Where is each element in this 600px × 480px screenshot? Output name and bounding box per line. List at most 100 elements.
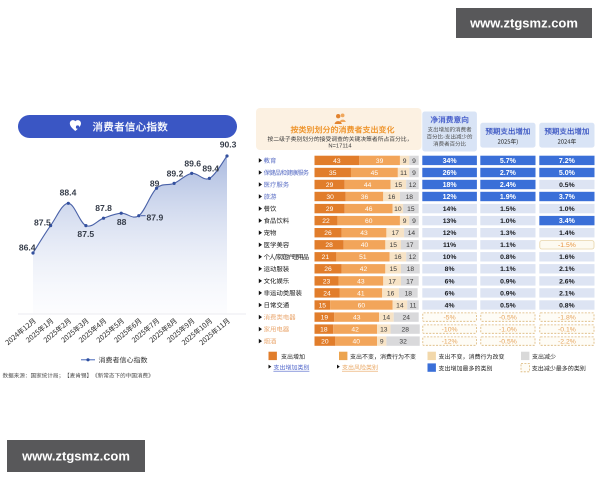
svg-text:5.7%: 5.7% (500, 158, 517, 165)
svg-text:18: 18 (406, 194, 414, 201)
svg-text:2.7%: 2.7% (500, 170, 517, 177)
svg-text:18%: 18% (443, 182, 458, 189)
svg-text:19: 19 (321, 315, 329, 322)
svg-text:0.9%: 0.9% (500, 278, 516, 285)
svg-text:9: 9 (380, 339, 384, 346)
svg-text:13: 13 (380, 327, 388, 334)
svg-text:9: 9 (412, 158, 416, 165)
svg-text:40: 40 (352, 339, 360, 346)
svg-text:16: 16 (394, 254, 402, 261)
svg-text:12: 12 (409, 254, 417, 261)
svg-text:www.ztgsmz.com: www.ztgsmz.com (21, 449, 130, 464)
svg-text:5.0%: 5.0% (559, 170, 576, 177)
svg-text:29: 29 (326, 206, 334, 213)
svg-text:24: 24 (402, 315, 410, 322)
svg-text:16: 16 (388, 194, 396, 201)
svg-text:86.4: 86.4 (19, 243, 36, 253)
svg-text:-10%: -10% (442, 327, 458, 334)
svg-text:1.1%: 1.1% (500, 242, 516, 249)
svg-text:17: 17 (406, 278, 414, 285)
svg-text:17: 17 (392, 230, 400, 237)
svg-text:1.1%: 1.1% (500, 266, 516, 273)
svg-text:2.1%: 2.1% (559, 290, 575, 297)
svg-text:36: 36 (361, 194, 369, 201)
svg-text:45: 45 (371, 170, 379, 177)
svg-text:10%: 10% (443, 254, 457, 261)
svg-text:9: 9 (412, 170, 416, 177)
svg-text:14: 14 (383, 315, 391, 322)
svg-text:-12%: -12% (442, 339, 458, 346)
svg-text:88.4: 88.4 (60, 188, 77, 198)
svg-text:0.8%: 0.8% (559, 302, 575, 309)
svg-text:15: 15 (389, 266, 397, 273)
svg-text:0.5%: 0.5% (500, 302, 516, 309)
svg-text:15: 15 (395, 182, 403, 189)
svg-text:51: 51 (359, 254, 367, 261)
svg-text:17: 17 (388, 278, 396, 285)
svg-text:87.5: 87.5 (34, 218, 51, 228)
svg-text:88: 88 (117, 217, 127, 227)
svg-text:2.4%: 2.4% (500, 182, 517, 189)
svg-text:87.8: 87.8 (95, 203, 112, 213)
svg-text:9: 9 (403, 158, 407, 165)
svg-text:43: 43 (353, 315, 361, 322)
svg-text:26: 26 (324, 266, 332, 273)
svg-text:15: 15 (319, 302, 327, 309)
svg-text:15: 15 (389, 242, 397, 249)
svg-text:-1.8%: -1.8% (558, 315, 576, 322)
svg-text:-0.5%: -0.5% (499, 339, 517, 346)
svg-text:41: 41 (357, 290, 365, 297)
svg-text:22: 22 (322, 218, 330, 225)
svg-text:1.3%: 1.3% (500, 230, 516, 237)
svg-text:89.6: 89.6 (184, 159, 201, 169)
svg-text:14%: 14% (443, 206, 457, 213)
svg-text:18: 18 (405, 290, 413, 297)
svg-text:N=17114: N=17114 (328, 143, 352, 149)
svg-text:7.2%: 7.2% (559, 158, 576, 165)
svg-text:43: 43 (333, 158, 341, 165)
svg-text:11%: 11% (443, 242, 456, 249)
svg-text:26%: 26% (443, 170, 458, 177)
svg-text:30: 30 (326, 194, 334, 201)
svg-text:12%: 12% (443, 230, 457, 237)
svg-text:87.5: 87.5 (77, 229, 94, 239)
svg-text:24: 24 (323, 290, 331, 297)
svg-text:89.4: 89.4 (202, 163, 219, 173)
svg-text:-1.0%: -1.0% (499, 327, 517, 334)
svg-text:2.1%: 2.1% (559, 266, 575, 273)
svg-text:1.4%: 1.4% (559, 230, 575, 237)
svg-text:16: 16 (387, 290, 395, 297)
svg-text:42: 42 (351, 327, 359, 334)
svg-text:1.0%: 1.0% (559, 206, 575, 213)
svg-text:6%: 6% (445, 278, 455, 285)
svg-text:60: 60 (358, 302, 366, 309)
svg-text:www.ztgsmz.com: www.ztgsmz.com (469, 16, 578, 31)
svg-text:3.4%: 3.4% (559, 218, 576, 225)
svg-text:43: 43 (357, 278, 365, 285)
svg-text:23: 23 (323, 278, 331, 285)
svg-text:44: 44 (364, 182, 372, 189)
svg-text:21: 21 (322, 254, 330, 261)
svg-text:6%: 6% (445, 290, 455, 297)
svg-text:1.0%: 1.0% (500, 218, 516, 225)
svg-text:39: 39 (376, 158, 384, 165)
svg-text:20: 20 (321, 339, 329, 346)
svg-text:90.3: 90.3 (220, 140, 237, 150)
svg-text:46: 46 (365, 206, 373, 213)
svg-text:2.6%: 2.6% (559, 278, 575, 285)
svg-text:12%: 12% (443, 194, 458, 201)
svg-text:14: 14 (396, 302, 404, 309)
svg-text:9: 9 (412, 218, 416, 225)
svg-text:1.6%: 1.6% (559, 254, 575, 261)
svg-text:18: 18 (320, 327, 328, 334)
svg-text:-1.5%: -1.5% (558, 242, 576, 249)
svg-text:17: 17 (406, 242, 414, 249)
svg-text:10: 10 (394, 206, 402, 213)
svg-text:28: 28 (401, 327, 409, 334)
svg-text:35: 35 (329, 170, 337, 177)
svg-text:0.8%: 0.8% (500, 254, 516, 261)
svg-text:1.5%: 1.5% (500, 206, 516, 213)
svg-text:15: 15 (407, 206, 415, 213)
svg-text:40: 40 (361, 242, 369, 249)
svg-text:32: 32 (399, 339, 407, 346)
